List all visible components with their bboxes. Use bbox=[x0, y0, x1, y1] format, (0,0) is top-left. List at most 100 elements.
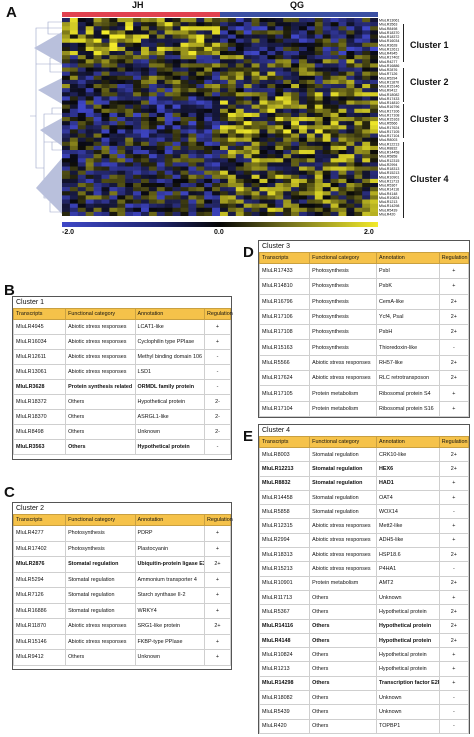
cluster-3-table-title: Cluster 3 bbox=[262, 243, 291, 250]
heatmap-cell bbox=[259, 92, 268, 97]
heatmap-cell bbox=[291, 166, 300, 171]
heatmap-cell bbox=[188, 34, 197, 39]
heatmap-cell bbox=[299, 207, 308, 213]
heatmap-cell bbox=[164, 100, 173, 105]
heatmap-cell bbox=[227, 170, 237, 176]
heatmap-cell bbox=[133, 199, 142, 204]
heatmap-cell bbox=[220, 178, 229, 184]
heatmap-cell bbox=[164, 211, 173, 216]
heatmap-cell bbox=[204, 145, 213, 151]
heatmap-cell bbox=[101, 121, 110, 126]
heatmap-cell bbox=[212, 158, 221, 163]
heatmap-cell bbox=[291, 162, 300, 167]
heatmap-cell bbox=[227, 26, 237, 31]
heatmap-cell bbox=[212, 195, 221, 200]
heatmap-cell bbox=[180, 22, 189, 27]
heatmap-cell bbox=[346, 112, 355, 118]
heatmap-cell bbox=[251, 187, 260, 192]
heatmap-cell bbox=[62, 38, 71, 44]
heatmap-cell bbox=[314, 34, 323, 39]
table-cell-regulation: 2+ bbox=[438, 354, 470, 372]
heatmap-cell bbox=[267, 211, 276, 216]
heatmap-cell bbox=[354, 125, 363, 130]
heatmap-cell bbox=[180, 100, 189, 105]
table-cell-regulation: + bbox=[203, 602, 232, 619]
heatmap-cell bbox=[370, 145, 378, 151]
table-cell-transcripts: MluLR8003 bbox=[258, 446, 311, 463]
table-cell-regulation: + bbox=[438, 675, 470, 692]
heatmap-cell bbox=[275, 187, 284, 192]
heatmap-cell bbox=[322, 18, 331, 23]
heatmap-cell bbox=[220, 59, 229, 64]
heatmap-cell bbox=[299, 141, 308, 147]
heatmap-cell bbox=[156, 84, 165, 89]
table-cell-regulation: - bbox=[438, 504, 470, 520]
heatmap-cell bbox=[354, 191, 363, 196]
heatmap-cell bbox=[85, 112, 94, 118]
heatmap-cell bbox=[77, 96, 86, 101]
heatmap-cell bbox=[291, 191, 300, 196]
heatmap-cell bbox=[275, 75, 284, 81]
heatmap-cell bbox=[69, 59, 79, 64]
heatmap-cell bbox=[101, 30, 110, 35]
heatmap-cell bbox=[85, 88, 94, 93]
heatmap-cell bbox=[346, 42, 355, 48]
heatmap-cell bbox=[117, 18, 126, 23]
heatmap-cell bbox=[164, 88, 173, 93]
heatmap-cell bbox=[314, 154, 323, 159]
table-cell-transcripts: MluLR18372 bbox=[12, 394, 67, 410]
heatmap-cell bbox=[220, 34, 229, 39]
heatmap-cell bbox=[251, 211, 260, 216]
table-cell-category: Abiotic stress responses bbox=[309, 354, 378, 372]
table-cell-category: Others bbox=[309, 661, 378, 677]
table-cell-transcripts: MluLR4945 bbox=[12, 319, 67, 335]
heatmap-cell bbox=[283, 187, 292, 192]
heatmap-cell bbox=[362, 150, 371, 155]
heatmap-cell bbox=[125, 108, 134, 114]
column-header-category: Functional category bbox=[65, 514, 136, 526]
heatmap-cell bbox=[267, 75, 276, 81]
heatmap-cell bbox=[125, 92, 134, 97]
heatmap-cell bbox=[164, 183, 173, 188]
heatmap-cell bbox=[362, 141, 371, 147]
heatmap-cell bbox=[172, 154, 181, 159]
heatmap-cell bbox=[148, 207, 158, 213]
heatmap-cell bbox=[180, 166, 189, 171]
heatmap-cell bbox=[77, 26, 86, 31]
table-cell-transcripts: MluLR2876 bbox=[12, 556, 67, 573]
heatmap-cell bbox=[196, 133, 205, 138]
heatmap-cell bbox=[204, 63, 213, 68]
heatmap-cell bbox=[62, 183, 71, 188]
heatmap-cell bbox=[338, 46, 347, 52]
heatmap-cell bbox=[164, 158, 173, 163]
table-row: MluLR18082 Others Unknown - bbox=[258, 690, 470, 706]
heatmap-cell bbox=[291, 51, 300, 56]
heatmap-cell bbox=[299, 96, 308, 101]
heatmap-cell bbox=[346, 154, 355, 159]
heatmap-cell bbox=[259, 34, 268, 39]
table-cell-annotation: HSP18.6 bbox=[376, 547, 440, 563]
heatmap-cell bbox=[251, 199, 260, 204]
heatmap-cell bbox=[330, 158, 339, 163]
heatmap-cell bbox=[322, 34, 331, 39]
heatmap-cell bbox=[346, 121, 355, 126]
heatmap-cell bbox=[291, 158, 300, 163]
table-cell-regulation: - bbox=[203, 379, 232, 395]
heatmap-cell bbox=[148, 145, 158, 151]
heatmap-cell bbox=[196, 162, 205, 167]
heatmap-cell bbox=[93, 63, 102, 68]
heatmap-cell bbox=[235, 166, 244, 171]
heatmap-cell bbox=[243, 63, 252, 68]
heatmap-cell bbox=[306, 67, 316, 72]
heatmap-cell bbox=[188, 100, 197, 105]
heatmap-cell bbox=[322, 187, 331, 192]
table-cell-annotation: Ammonium transporter 4 bbox=[134, 571, 205, 588]
heatmap-row-label: MluLR10901 bbox=[379, 175, 399, 179]
heatmap-cell bbox=[109, 170, 118, 176]
heatmap-cell bbox=[299, 158, 308, 163]
heatmap-cell bbox=[101, 67, 110, 72]
table-cell-annotation: Unknown bbox=[376, 690, 440, 706]
heatmap-cell bbox=[141, 178, 150, 184]
heatmap-cell bbox=[77, 46, 86, 52]
heatmap-cell bbox=[243, 67, 252, 72]
